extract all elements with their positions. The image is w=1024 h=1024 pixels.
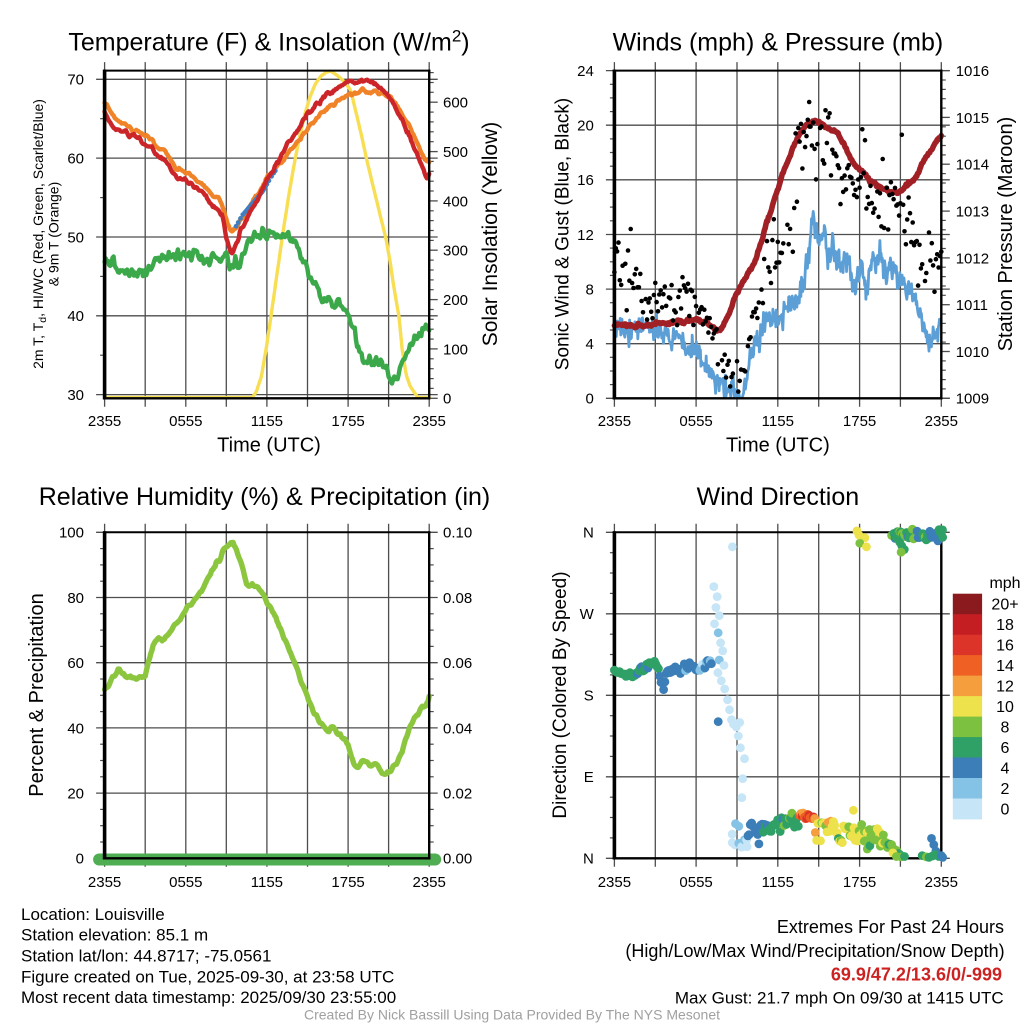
svg-text:2355: 2355 xyxy=(598,874,631,891)
svg-text:16: 16 xyxy=(577,172,594,189)
svg-text:0.10: 0.10 xyxy=(443,525,472,542)
svg-text:N: N xyxy=(583,851,594,868)
svg-text:100: 100 xyxy=(443,341,468,358)
svg-text:2355: 2355 xyxy=(88,413,121,430)
svg-text:100: 100 xyxy=(59,525,84,542)
svg-text:4: 4 xyxy=(1001,761,1010,778)
svg-text:0.06: 0.06 xyxy=(443,655,472,672)
svg-text:60: 60 xyxy=(67,151,84,168)
svg-text:0555: 0555 xyxy=(679,874,712,891)
svg-text:2355: 2355 xyxy=(925,874,958,891)
svg-text:60: 60 xyxy=(67,655,84,672)
svg-text:S: S xyxy=(584,688,594,705)
svg-text:1755: 1755 xyxy=(843,413,876,430)
svg-text:Station Pressure (Maroon): Station Pressure (Maroon) xyxy=(995,117,1017,352)
svg-text:400: 400 xyxy=(443,193,468,210)
svg-text:2355: 2355 xyxy=(925,413,958,430)
svg-text:Extremes For Past 24 Hours: Extremes For Past 24 Hours xyxy=(777,917,1004,937)
svg-text:1016: 1016 xyxy=(956,63,989,80)
svg-text:1155: 1155 xyxy=(762,413,794,430)
svg-text:20+: 20+ xyxy=(991,597,1018,614)
svg-text:1755: 1755 xyxy=(843,874,876,891)
svg-text:2355: 2355 xyxy=(88,874,121,891)
svg-text:24: 24 xyxy=(577,63,594,80)
svg-text:0555: 0555 xyxy=(169,874,202,891)
svg-text:1011: 1011 xyxy=(956,297,988,314)
svg-text:16: 16 xyxy=(996,638,1014,655)
svg-text:1155: 1155 xyxy=(251,874,283,891)
svg-text:12: 12 xyxy=(996,679,1014,696)
svg-text:1755: 1755 xyxy=(331,874,364,891)
svg-text:2: 2 xyxy=(1001,781,1010,798)
svg-text:1012: 1012 xyxy=(956,250,989,267)
svg-text:0: 0 xyxy=(1001,802,1010,819)
svg-text:0555: 0555 xyxy=(679,413,712,430)
svg-text:50: 50 xyxy=(67,229,84,246)
svg-text:80: 80 xyxy=(67,590,84,607)
svg-text:0: 0 xyxy=(76,851,84,868)
svg-text:Percent & Precipitation: Percent & Precipitation xyxy=(26,593,48,796)
svg-text:2355: 2355 xyxy=(413,413,446,430)
svg-text:18: 18 xyxy=(996,617,1014,634)
svg-text:0.04: 0.04 xyxy=(443,720,472,737)
svg-text:2355: 2355 xyxy=(598,413,631,430)
svg-text:2355: 2355 xyxy=(413,874,446,891)
svg-text:Direction (Colored By Speed): Direction (Colored By Speed) xyxy=(550,571,571,818)
svg-text:1155: 1155 xyxy=(251,413,283,430)
svg-text:14: 14 xyxy=(996,658,1014,675)
svg-text:Most recent data timestamp: 20: Most recent data timestamp: 2025/09/30 2… xyxy=(21,988,396,1007)
svg-text:Figure created on Tue, 2025-09: Figure created on Tue, 2025-09-30, at 23… xyxy=(21,967,394,986)
svg-text:40: 40 xyxy=(67,308,84,325)
svg-text:Station lat/lon: 44.8717; -75.: Station lat/lon: 44.8717; -75.0561 xyxy=(21,946,271,965)
svg-text:Wind Direction: Wind Direction xyxy=(697,483,860,511)
svg-text:Sonic Wind & Gust (Blue, Black: Sonic Wind & Gust (Blue, Black) xyxy=(553,98,574,370)
svg-text:0: 0 xyxy=(443,391,451,408)
svg-text:2m T, Td, HI/WC (Red, Green, S: 2m T, Td, HI/WC (Red, Green, Scarlet/Blu… xyxy=(30,99,49,369)
svg-text:1009: 1009 xyxy=(956,391,989,408)
svg-text:Relative Humidity (%) & Precip: Relative Humidity (%) & Precipitation (i… xyxy=(39,483,491,511)
svg-text:W: W xyxy=(580,606,595,623)
svg-text:69.9/47.2/13.6/0/-999: 69.9/47.2/13.6/0/-999 xyxy=(831,964,1002,984)
svg-text:1014: 1014 xyxy=(956,157,989,174)
svg-text:1015: 1015 xyxy=(956,110,989,127)
svg-text:0: 0 xyxy=(585,391,593,408)
svg-text:1013: 1013 xyxy=(956,204,989,221)
svg-text:300: 300 xyxy=(443,243,468,260)
svg-text:Station elevation: 85.1 m: Station elevation: 85.1 m xyxy=(21,926,208,945)
svg-text:20: 20 xyxy=(577,118,594,135)
svg-text:N: N xyxy=(583,525,594,542)
svg-text:E: E xyxy=(584,769,594,786)
svg-text:4: 4 xyxy=(585,336,593,353)
svg-text:1755: 1755 xyxy=(331,413,364,430)
svg-text:1010: 1010 xyxy=(956,344,989,361)
svg-text:12: 12 xyxy=(577,227,594,244)
svg-text:40: 40 xyxy=(67,720,84,737)
svg-text:Location: Louisville: Location: Louisville xyxy=(21,905,165,924)
svg-text:0555: 0555 xyxy=(169,413,202,430)
svg-text:(High/Low/Max Wind/Precipitati: (High/Low/Max Wind/Precipitation/Snow De… xyxy=(625,941,1004,961)
svg-text:Winds (mph) & Pressure (mb): Winds (mph) & Pressure (mb) xyxy=(613,29,944,57)
svg-text:0.02: 0.02 xyxy=(443,786,472,803)
svg-text:8: 8 xyxy=(1001,720,1010,737)
svg-text:Time (UTC): Time (UTC) xyxy=(217,435,321,457)
svg-text:10: 10 xyxy=(996,699,1014,716)
svg-text:600: 600 xyxy=(443,95,468,112)
svg-text:70: 70 xyxy=(67,72,84,89)
svg-text:0.00: 0.00 xyxy=(443,851,472,868)
svg-text:500: 500 xyxy=(443,144,468,161)
svg-text:Created By Nick Bassill Using: Created By Nick Bassill Using Data Provi… xyxy=(304,1006,720,1022)
svg-text:8: 8 xyxy=(585,282,593,299)
svg-text:0.08: 0.08 xyxy=(443,590,472,607)
svg-text:1155: 1155 xyxy=(762,874,794,891)
svg-text:Temperature (F) & Insolation (: Temperature (F) & Insolation (W/m2) xyxy=(68,27,469,57)
svg-text:Solar Insolation (Yellow): Solar Insolation (Yellow) xyxy=(479,122,502,347)
svg-text:6: 6 xyxy=(1001,740,1010,757)
svg-text:200: 200 xyxy=(443,292,468,309)
svg-text:Max Gust: 21.7 mph On 09/30 at: Max Gust: 21.7 mph On 09/30 at 1415 UTC xyxy=(675,989,1004,1008)
svg-text:mph: mph xyxy=(989,575,1020,592)
svg-text:20: 20 xyxy=(67,786,84,803)
svg-text:Time (UTC): Time (UTC) xyxy=(726,435,830,457)
svg-text:& 9m T (Orange): & 9m T (Orange) xyxy=(46,182,62,287)
svg-text:30: 30 xyxy=(67,387,84,404)
